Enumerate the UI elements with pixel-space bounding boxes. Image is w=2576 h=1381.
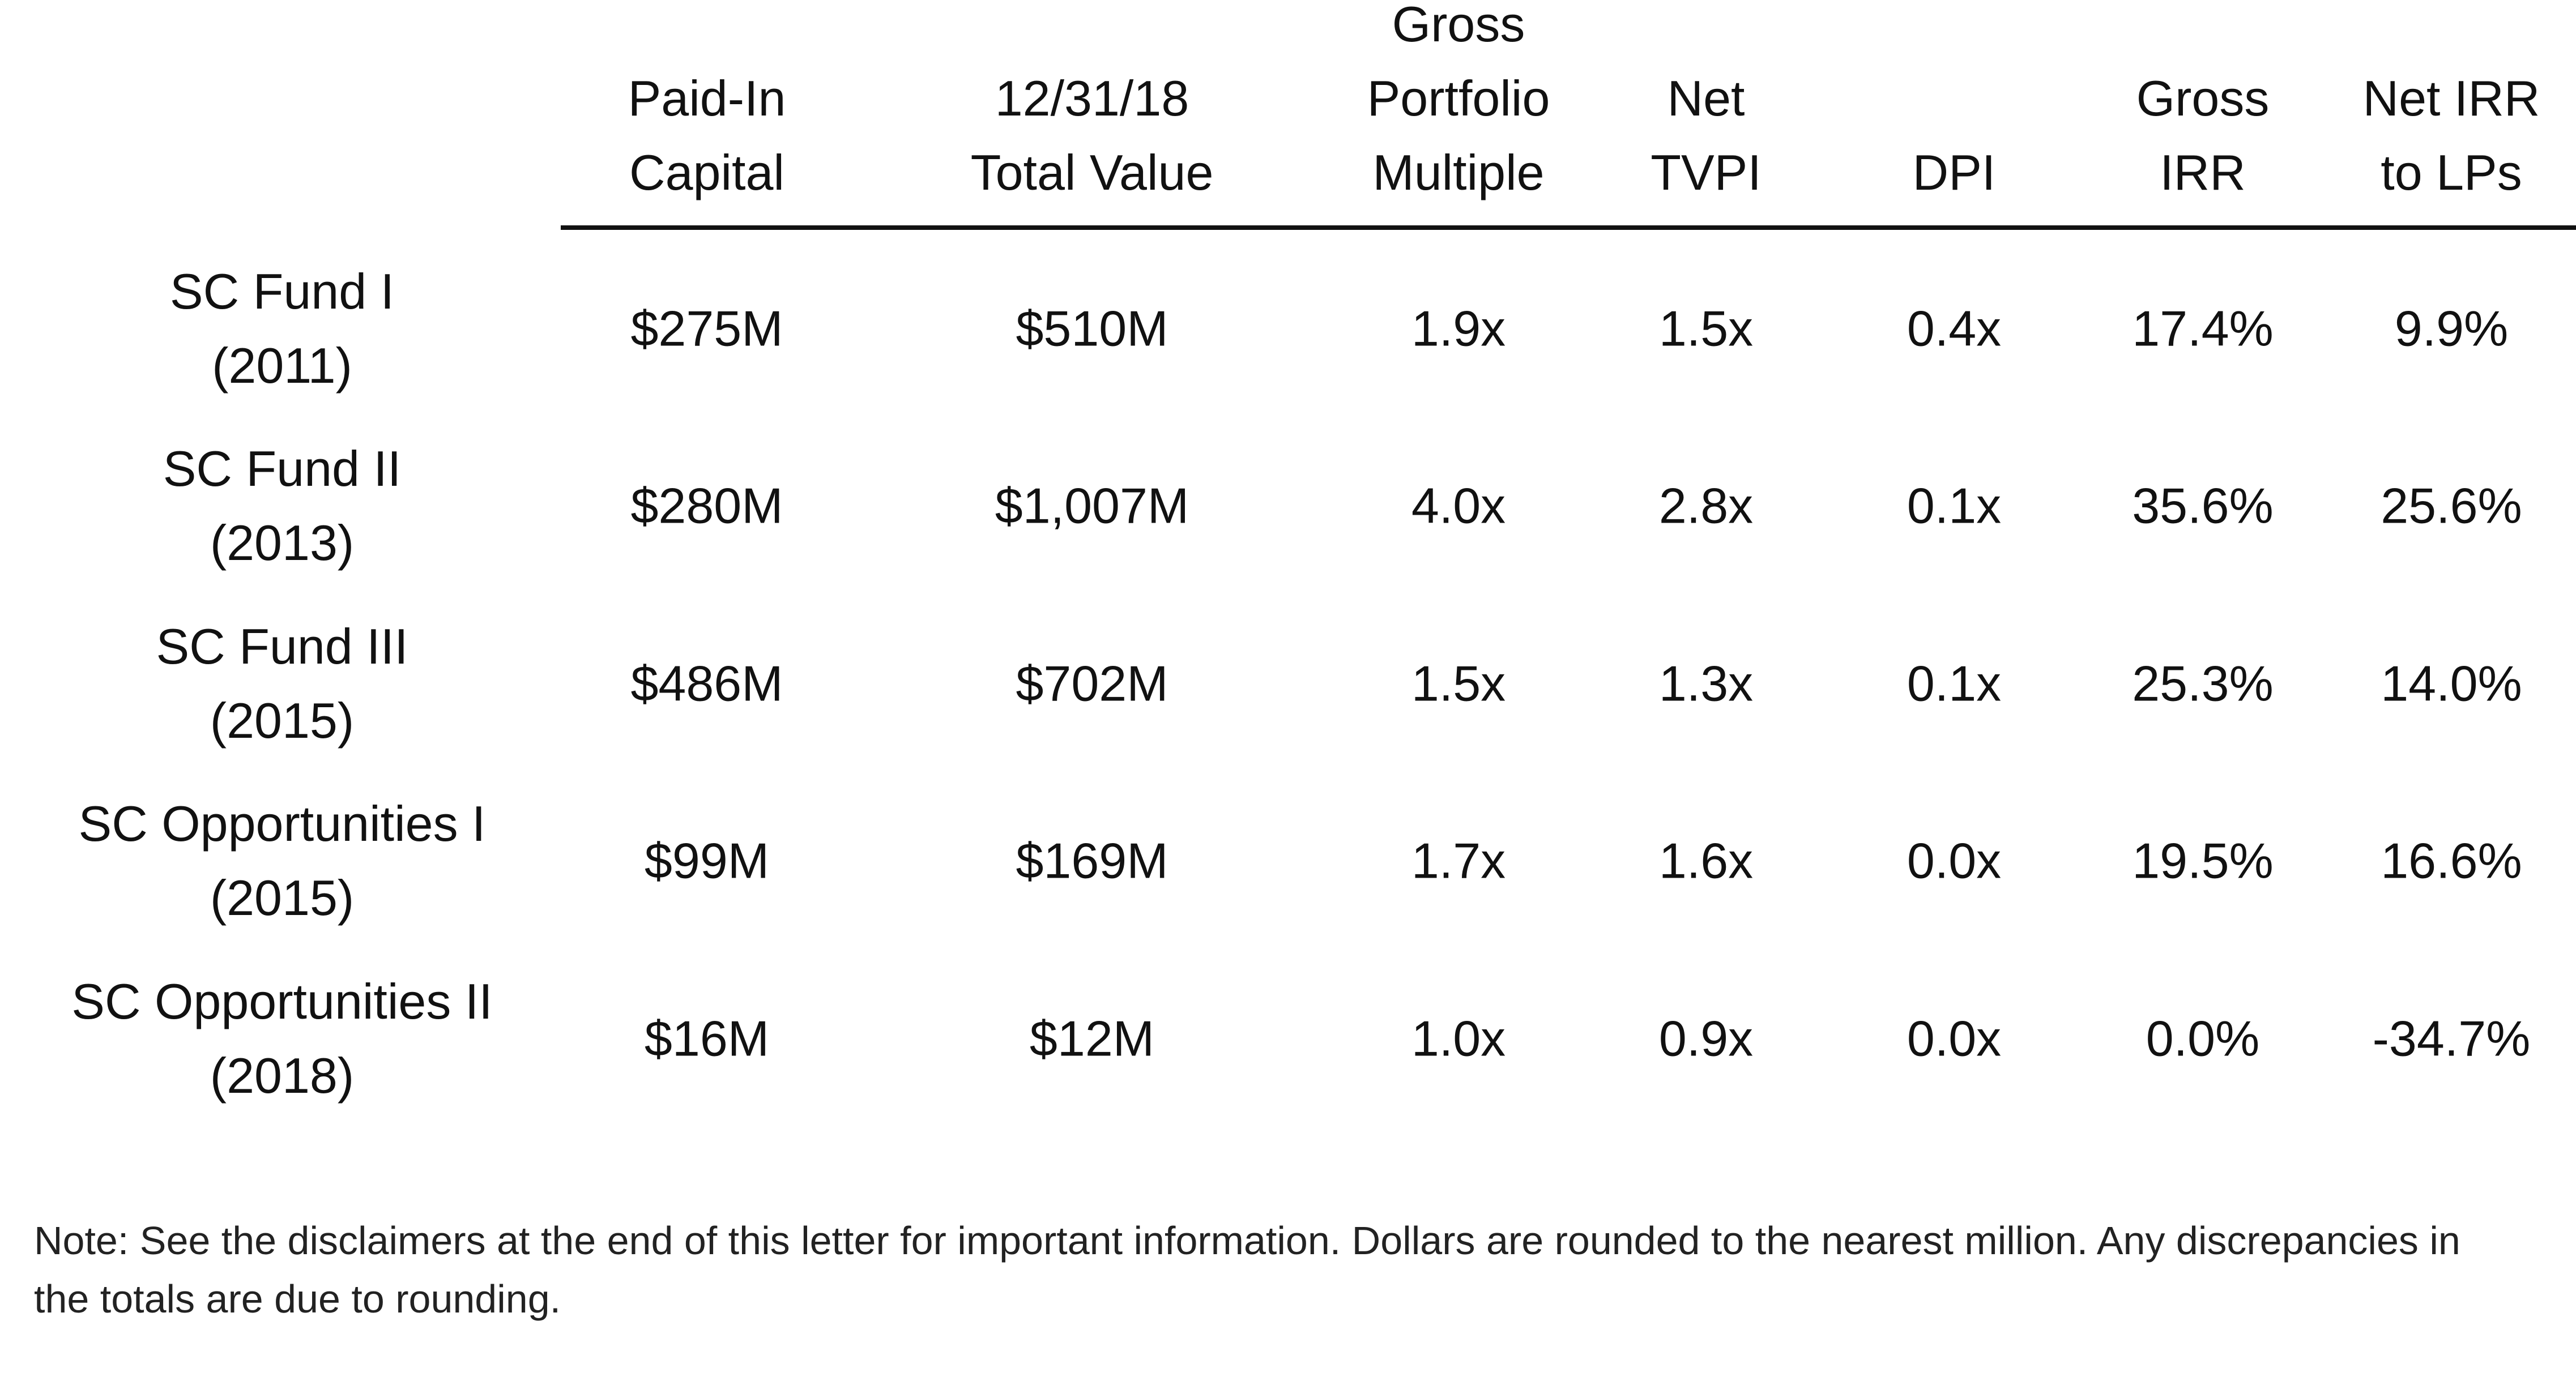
fund-name-line: SC Fund III — [156, 618, 408, 674]
table-cell: 17.4% — [2132, 300, 2274, 357]
header-rule — [561, 225, 2576, 230]
column-header-line: DPI — [1912, 144, 1996, 200]
fund-name-line: SC Fund I — [169, 263, 395, 319]
table-cell: $486M — [630, 655, 783, 712]
table-cell: 0.1x — [1907, 655, 2002, 712]
column-header-line: to LPs — [2381, 144, 2522, 200]
column-header: Net TVPI — [1650, 0, 1762, 209]
fund-name-line: SC Fund II — [163, 441, 402, 497]
column-header-line: TVPI — [1650, 144, 1762, 200]
column-header-line: Paid-In — [628, 70, 786, 126]
fund-name-line: (2011) — [212, 337, 352, 394]
column-header-line: IRR — [2160, 144, 2246, 200]
column-header-line: Net — [1667, 70, 1745, 126]
table-cell: 1.5x — [1411, 655, 1506, 712]
column-header-line: Gross — [2136, 70, 2270, 126]
column-header-line: Net IRR — [2362, 70, 2540, 126]
column-header: DPI — [1913, 0, 1996, 209]
table-cell: $1,007M — [995, 477, 1189, 534]
column-header-line: Total Value — [970, 144, 1214, 200]
footnote: Note: See the disclaimers at the end of … — [34, 1218, 2460, 1321]
column-header-line: Capital — [629, 144, 784, 200]
table-cell: 1.3x — [1658, 655, 1754, 712]
column-header-line: 12/31/18 — [995, 70, 1189, 126]
table-cell: 1.6x — [1658, 832, 1754, 889]
table-cell: $510M — [1016, 300, 1168, 357]
table-cell: 1.9x — [1411, 300, 1506, 357]
table-cell: 0.0% — [2146, 1010, 2260, 1067]
column-header: Gross IRR — [2136, 0, 2270, 209]
fund-name: SC Opportunities II (2018) — [71, 964, 492, 1113]
column-header-line: Portfolio — [1367, 70, 1550, 126]
fund-name: SC Opportunities I (2015) — [79, 786, 486, 935]
fund-name-line: (2015) — [210, 692, 355, 749]
table-cell: $702M — [1016, 655, 1168, 712]
table-cell: 1.0x — [1411, 1010, 1506, 1067]
fund-name-line: (2013) — [210, 515, 355, 571]
table-cell: 0.9x — [1658, 1010, 1754, 1067]
table-cell: 25.6% — [2381, 477, 2522, 534]
column-header: Paid-In Capital — [628, 0, 786, 209]
table-cell: 0.1x — [1907, 477, 2002, 534]
table-cell: 25.3% — [2132, 655, 2274, 712]
column-header-line: Gross — [1392, 0, 1525, 52]
fund-name-line: SC Opportunities II — [71, 973, 493, 1029]
fund-name: SC Fund III (2015) — [156, 609, 408, 758]
table-cell: 0.0x — [1907, 1010, 2002, 1067]
table-cell: 14.0% — [2381, 655, 2522, 712]
table-cell: 1.5x — [1658, 300, 1754, 357]
table-cell: $16M — [644, 1010, 770, 1067]
table-cell: -34.7% — [2372, 1010, 2531, 1067]
fund-name-line: (2015) — [210, 870, 355, 926]
table-cell: 19.5% — [2132, 832, 2274, 889]
column-header: 12/31/18 Total Value — [971, 0, 1214, 209]
table-cell: 16.6% — [2381, 832, 2522, 889]
fund-name: SC Fund II (2013) — [163, 431, 402, 580]
table-cell: $280M — [630, 477, 783, 534]
table-cell: 2.8x — [1658, 477, 1754, 534]
column-header: Gross Portfolio Multiple — [1367, 0, 1550, 209]
table-cell: 0.4x — [1907, 300, 2002, 357]
table-cell: 1.7x — [1411, 832, 1506, 889]
table-cell: 4.0x — [1411, 477, 1506, 534]
fund-name-line: SC Opportunities I — [78, 796, 486, 852]
fund-name-line: (2018) — [210, 1047, 355, 1104]
table-cell: 9.9% — [2394, 300, 2509, 357]
table-cell: $12M — [1029, 1010, 1155, 1067]
column-header-line: Multiple — [1372, 144, 1545, 200]
table-cell: 0.0x — [1907, 832, 2002, 889]
table-cell: $169M — [1016, 832, 1168, 889]
table-cell: 35.6% — [2132, 477, 2274, 534]
table-cell: $275M — [630, 300, 783, 357]
column-header: Net IRR to LPs — [2363, 0, 2540, 209]
table-cell: $99M — [644, 832, 770, 889]
fund-name: SC Fund I (2011) — [170, 254, 394, 403]
